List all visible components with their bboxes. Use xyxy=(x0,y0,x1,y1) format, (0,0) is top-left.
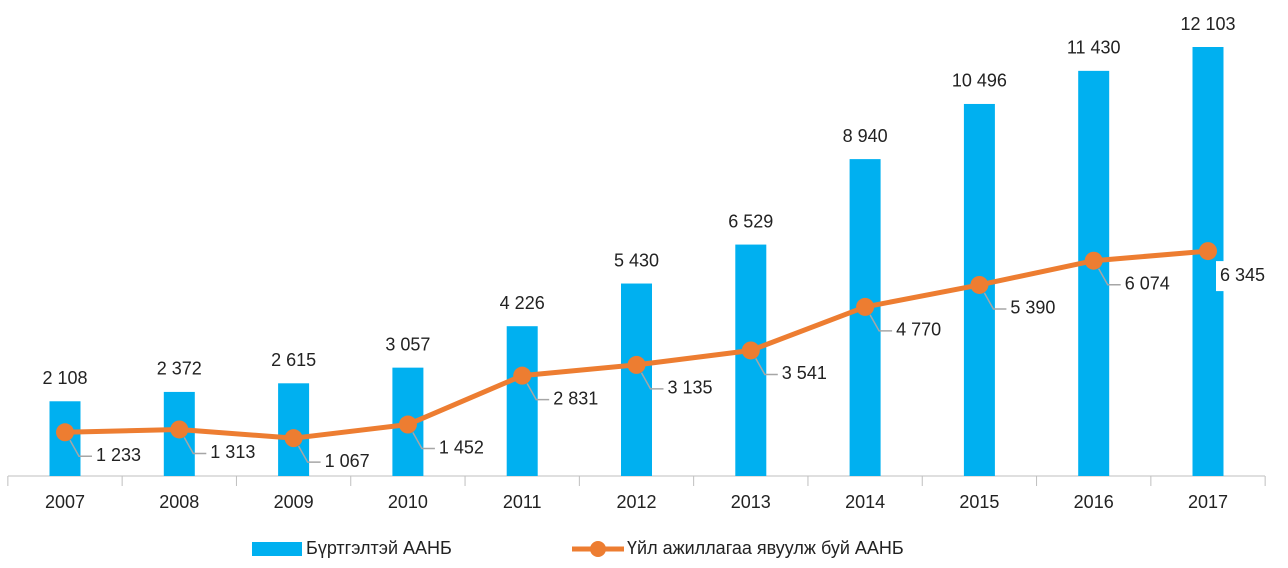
bar-label: 6 529 xyxy=(728,211,773,231)
line-label: 1 452 xyxy=(439,437,484,457)
line-marker xyxy=(856,297,875,316)
leader-line xyxy=(755,358,778,376)
line-marker xyxy=(627,355,646,374)
x-tick-label: 2011 xyxy=(503,492,542,512)
line-label: 6 074 xyxy=(1125,273,1170,293)
bar xyxy=(1078,70,1110,477)
legend-swatch xyxy=(252,542,302,556)
x-tick-label: 2017 xyxy=(1188,492,1228,512)
bar-label: 2 615 xyxy=(271,350,316,370)
line-marker xyxy=(1084,251,1103,270)
bar xyxy=(849,159,881,476)
x-tick-label: 2009 xyxy=(274,492,314,512)
leader-line xyxy=(869,314,893,332)
x-tick-label: 2007 xyxy=(45,492,85,512)
bar-label: 2 372 xyxy=(157,359,202,379)
line-label: 6 345 xyxy=(1220,265,1265,285)
leader-line xyxy=(640,372,664,390)
line-label: 1 067 xyxy=(325,451,370,471)
x-tick-label: 2010 xyxy=(388,492,428,512)
bar-label: 2 108 xyxy=(42,368,87,388)
leader-line xyxy=(183,437,207,455)
bar-label: 8 940 xyxy=(843,126,888,146)
line-marker xyxy=(170,420,189,439)
line-marker xyxy=(513,366,532,385)
x-tick-label: 2014 xyxy=(845,492,885,512)
bar-label: 3 057 xyxy=(385,334,430,354)
legend-swatch xyxy=(590,541,606,557)
line-marker xyxy=(56,423,74,442)
legend-label: Үйл ажиллагаа явуулж буй ААНБ xyxy=(627,538,904,558)
line-label: 3 135 xyxy=(668,378,713,398)
line-label: 1 233 xyxy=(96,445,141,465)
leader-line xyxy=(297,445,321,463)
leader-line xyxy=(1098,268,1121,286)
line-label: 3 541 xyxy=(782,363,827,383)
line-marker xyxy=(1199,242,1217,261)
leader-line xyxy=(526,383,550,401)
bar-label: 11 430 xyxy=(1067,38,1121,58)
bar xyxy=(506,326,538,476)
line-label: 1 313 xyxy=(210,442,255,462)
line-marker xyxy=(398,415,417,434)
x-tick-label: 2012 xyxy=(616,492,656,512)
bar xyxy=(735,244,767,476)
bar-label: 10 496 xyxy=(952,71,1007,91)
leader-line xyxy=(69,439,92,458)
bar-label: 4 226 xyxy=(500,293,545,313)
leader-line xyxy=(983,292,1007,310)
label-bg xyxy=(1216,261,1286,292)
x-tick-label: 2016 xyxy=(1074,492,1114,512)
line-label: 5 390 xyxy=(1010,298,1055,318)
x-tick-label: 2008 xyxy=(159,492,199,512)
line-marker xyxy=(741,341,760,360)
x-tick-label: 2013 xyxy=(731,492,771,512)
bar-label: 12 103 xyxy=(1180,14,1235,34)
line-label: 2 831 xyxy=(553,388,598,408)
leader-line xyxy=(412,432,435,450)
bar xyxy=(621,283,652,476)
x-tick-label: 2015 xyxy=(959,492,999,512)
line-marker xyxy=(284,429,303,448)
legend-label: Бүртгэлтэй ААНБ xyxy=(306,538,452,558)
line-marker xyxy=(970,275,989,294)
line-label: 4 770 xyxy=(896,320,941,340)
bar-label: 5 430 xyxy=(614,250,659,270)
